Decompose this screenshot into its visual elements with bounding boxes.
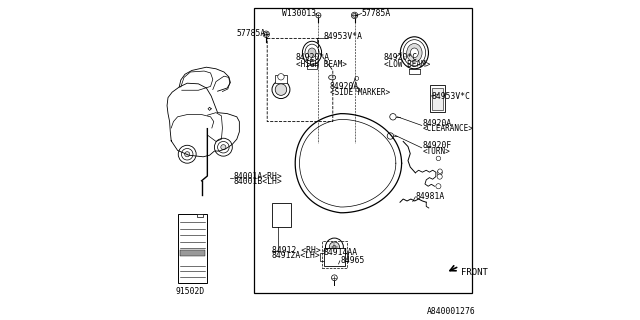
Ellipse shape	[401, 37, 429, 69]
Text: <TURN>: <TURN>	[422, 147, 450, 156]
Ellipse shape	[407, 44, 422, 62]
Circle shape	[264, 32, 268, 36]
Bar	[197, 214, 204, 217]
Bar	[433, 88, 443, 110]
Text: 84912A<LH>: 84912A<LH>	[272, 252, 321, 260]
Circle shape	[218, 141, 229, 153]
Bar	[272, 203, 291, 227]
Circle shape	[356, 88, 360, 92]
Circle shape	[275, 84, 287, 95]
Circle shape	[333, 245, 336, 249]
Text: 84001A<RH>: 84001A<RH>	[234, 172, 282, 180]
Circle shape	[437, 174, 442, 179]
Text: 84953V*A: 84953V*A	[323, 32, 362, 41]
Circle shape	[221, 145, 226, 150]
Circle shape	[278, 74, 284, 80]
Bar	[324, 248, 344, 266]
Ellipse shape	[305, 44, 319, 61]
Circle shape	[316, 13, 321, 18]
Text: W130013: W130013	[282, 9, 316, 18]
Circle shape	[353, 13, 356, 17]
Text: 57785A: 57785A	[236, 29, 266, 38]
Circle shape	[390, 114, 396, 120]
Text: 84920*A: 84920*A	[296, 53, 330, 62]
Circle shape	[355, 76, 359, 80]
Text: FRONT: FRONT	[461, 268, 488, 277]
Text: 84953V*C: 84953V*C	[432, 92, 471, 100]
Ellipse shape	[329, 75, 336, 80]
Circle shape	[436, 184, 441, 189]
Circle shape	[329, 242, 339, 252]
Circle shape	[437, 170, 442, 175]
Text: 84920F: 84920F	[422, 141, 452, 150]
Text: 84920*C: 84920*C	[384, 53, 418, 62]
Text: <LOW BEAM>: <LOW BEAM>	[384, 60, 430, 68]
Circle shape	[178, 145, 196, 163]
Text: 84914AA: 84914AA	[323, 248, 357, 257]
Text: 84965: 84965	[340, 256, 365, 265]
Text: 57785A: 57785A	[362, 9, 391, 18]
Circle shape	[263, 31, 269, 37]
Text: 84981A: 84981A	[416, 192, 445, 201]
Bar	[179, 250, 205, 256]
Text: 84001B<LH>: 84001B<LH>	[234, 177, 282, 186]
Circle shape	[387, 133, 394, 139]
Text: 84920A: 84920A	[422, 119, 452, 128]
Ellipse shape	[410, 48, 419, 58]
Text: 84912 <RH>: 84912 <RH>	[272, 246, 321, 255]
Text: 91502D: 91502D	[176, 287, 205, 296]
Circle shape	[214, 138, 232, 156]
Circle shape	[351, 12, 358, 19]
Bar	[321, 253, 324, 261]
Circle shape	[436, 156, 440, 161]
Text: <CLEARANCE>: <CLEARANCE>	[422, 124, 473, 133]
Circle shape	[184, 152, 189, 157]
Ellipse shape	[308, 48, 316, 58]
Bar	[344, 253, 349, 261]
Bar	[254, 8, 472, 293]
Text: A840001276: A840001276	[426, 308, 475, 316]
Text: <HIGH BEAM>: <HIGH BEAM>	[296, 60, 347, 68]
Circle shape	[438, 169, 442, 173]
Circle shape	[326, 238, 343, 256]
Circle shape	[272, 81, 290, 99]
Ellipse shape	[302, 41, 322, 64]
Bar	[178, 214, 207, 283]
Circle shape	[332, 275, 337, 281]
Circle shape	[182, 148, 193, 160]
Text: <SIDE MARKER>: <SIDE MARKER>	[330, 88, 390, 97]
Bar	[275, 75, 287, 83]
Ellipse shape	[403, 40, 426, 66]
Bar	[322, 241, 347, 268]
Text: 84920A: 84920A	[330, 82, 359, 91]
Bar	[430, 85, 445, 112]
